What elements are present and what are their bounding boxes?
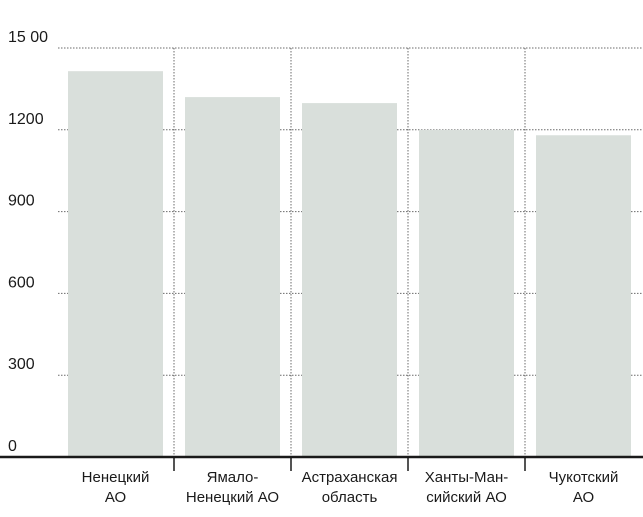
y-tick-label-900: 900 — [8, 193, 35, 210]
x-category-label-5: Чукотский АО — [549, 469, 619, 506]
bar-4 — [419, 129, 514, 458]
x-category-label-3: Астраханская область — [302, 469, 398, 506]
bar-1 — [68, 71, 163, 457]
bar-2 — [185, 97, 280, 457]
y-axis-tick-labels: 0 300 600 900 1200 15 00 — [8, 29, 48, 455]
bar-5 — [536, 135, 631, 457]
bar-3 — [302, 103, 397, 457]
x-axis-category-labels: Ненецкий АО Ямало-Ненецкий АО Астраханская о… — [82, 469, 619, 506]
y-tick-label-300: 300 — [8, 356, 35, 373]
x-category-label-1: Ненецкий АО — [82, 469, 150, 506]
vertical-gridlines — [173, 48, 526, 457]
y-tick-label-1500: 15 00 — [8, 29, 48, 46]
x-category-label-4: Ханты-Ман-сийский АО — [425, 469, 509, 506]
x-axis — [0, 455, 643, 471]
y-tick-label-1200: 1200 — [8, 111, 44, 128]
x-category-label-2: Ямало-Ненецкий АО — [186, 469, 279, 506]
y-tick-label-0: 0 — [8, 438, 17, 455]
y-tick-label-600: 600 — [8, 274, 35, 291]
bars — [68, 71, 631, 458]
